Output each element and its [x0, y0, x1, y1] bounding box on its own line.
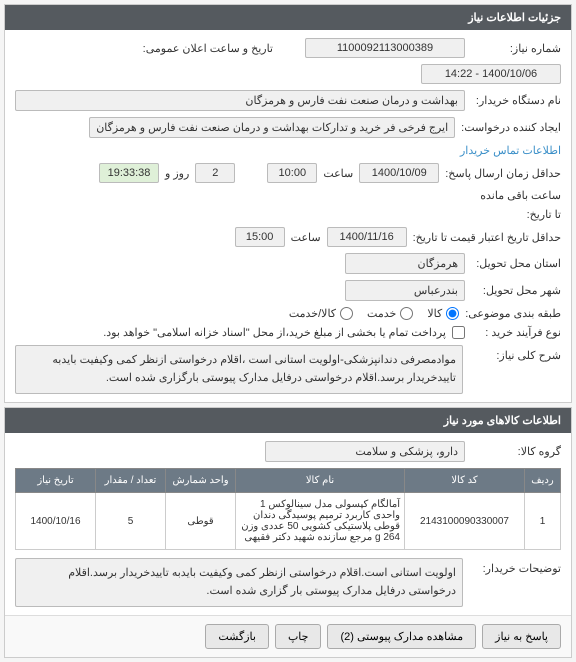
- process-label: نوع فرآیند خرید :: [471, 326, 561, 339]
- panel1-body: شماره نیاز: 1100092113000389 تاریخ و ساع…: [5, 30, 571, 402]
- print-button[interactable]: چاپ: [275, 624, 322, 649]
- goods-panel: اطلاعات کالاهای مورد نیاز گروه کالا: دار…: [4, 407, 572, 658]
- buyer-value: بهداشت و درمان صنعت نفت فارس و هرمزگان: [15, 90, 465, 111]
- cell-idx: 1: [525, 493, 561, 550]
- goods-table: ردیف کد کالا نام کالا واحد شمارش تعداد /…: [15, 468, 561, 550]
- cell-unit: قوطی: [166, 493, 236, 550]
- need-details-panel: جزئیات اطلاعات نیاز شماره نیاز: 11000921…: [4, 4, 572, 403]
- cell-code: 2143100090330007: [405, 493, 525, 550]
- row-deadline: حداقل زمان ارسال پاسخ: 1400/10/09 ساعت 1…: [15, 163, 561, 202]
- row-delivery-city: شهر محل تحویل: بندرعباس: [15, 280, 561, 301]
- row-history: تا تاریخ:: [15, 208, 561, 221]
- row-validity: حداقل تاریخ اعتبار قیمت تا تاریخ: 1400/1…: [15, 227, 561, 247]
- class-both-label: کالا/خدمت: [289, 307, 336, 320]
- days-word: روز و: [165, 167, 189, 180]
- attachments-button[interactable]: مشاهده مدارک پیوستی (2): [327, 624, 476, 649]
- row-class: طبقه بندی موضوعی: کالا خدمت کالا/خدمت: [15, 307, 561, 320]
- cell-name: آمالگام کپسولی مدل سینالوکس 1 واحدی کارب…: [236, 493, 405, 550]
- table-header-row: ردیف کد کالا نام کالا واحد شمارش تعداد /…: [16, 469, 561, 493]
- row-delivery-prov: استان محل تحویل: هرمزگان: [15, 253, 561, 274]
- pub-label: تاریخ و ساعت اعلان عمومی:: [143, 42, 273, 55]
- need-no-label: شماره نیاز:: [471, 42, 561, 55]
- row-summary: شرح کلی نیاز: موادمصرفی دندانپزشکی-اولوی…: [15, 345, 561, 394]
- time-label-1: ساعت: [323, 167, 353, 180]
- remain-word: ساعت باقی مانده: [480, 189, 561, 202]
- deadline-date: 1400/10/09: [359, 163, 439, 183]
- summary-label: شرح کلی نیاز:: [471, 345, 561, 362]
- delivery-prov: هرمزگان: [345, 253, 465, 274]
- class-goods-label: کالا: [427, 307, 442, 320]
- process-text: پرداخت تمام یا بخشی از مبلغ خرید،از محل …: [103, 326, 446, 339]
- col-name: نام کالا: [236, 469, 405, 493]
- delivery-city: بندرعباس: [345, 280, 465, 301]
- class-radios: کالا خدمت کالا/خدمت: [289, 307, 459, 320]
- class-label: طبقه بندی موضوعی:: [465, 307, 561, 320]
- class-both-opt[interactable]: کالا/خدمت: [289, 307, 353, 320]
- table-row: 1 2143100090330007 آمالگام کپسولی مدل سی…: [16, 493, 561, 550]
- class-service-label: خدمت: [367, 307, 396, 320]
- creator-value: ایرج فرخی فر خرید و تدارکات بهداشت و درم…: [89, 117, 455, 138]
- row-group: گروه کالا: دارو، پزشکی و سلامت: [15, 441, 561, 462]
- panel2-title: اطلاعات کالاهای مورد نیاز: [5, 408, 571, 433]
- days-count: 2: [195, 163, 235, 183]
- row-need-no: شماره نیاز: 1100092113000389 تاریخ و ساع…: [15, 38, 561, 84]
- delivery-prov-label: استان محل تحویل:: [471, 257, 561, 270]
- creator-label: ایجاد کننده درخواست:: [461, 121, 561, 134]
- class-service-opt[interactable]: خدمت: [367, 307, 413, 320]
- reply-button[interactable]: پاسخ به نیاز: [482, 624, 561, 649]
- class-goods-opt[interactable]: کالا: [427, 307, 459, 320]
- col-date: تاریخ نیاز: [16, 469, 96, 493]
- button-row: پاسخ به نیاز مشاهده مدارک پیوستی (2) چاپ…: [5, 615, 571, 657]
- buyer-label: نام دستگاه خریدار:: [471, 94, 561, 107]
- validity-date: 1400/11/16: [327, 227, 407, 247]
- summary-text: موادمصرفی دندانپزشکی-اولویت استانی است ،…: [15, 345, 463, 394]
- row-process: نوع فرآیند خرید : پرداخت تمام یا بخشی از…: [15, 326, 561, 339]
- remain-time: 19:33:38: [99, 163, 159, 183]
- row-creator: ایجاد کننده درخواست: ایرج فرخی فر خرید و…: [15, 117, 561, 157]
- group-label: گروه کالا:: [471, 445, 561, 458]
- validity-label: حداقل تاریخ اعتبار قیمت تا تاریخ:: [413, 231, 561, 244]
- cell-date: 1400/10/16: [16, 493, 96, 550]
- delivery-city-label: شهر محل تحویل:: [471, 284, 561, 297]
- col-unit: واحد شمارش: [166, 469, 236, 493]
- notes-text: اولویت استانی است.اقلام درخواستی ازنظر ک…: [15, 558, 463, 607]
- row-buyer: نام دستگاه خریدار: بهداشت و درمان صنعت ن…: [15, 90, 561, 111]
- col-code: کد کالا: [405, 469, 525, 493]
- process-check-line: پرداخت تمام یا بخشی از مبلغ خرید،از محل …: [103, 326, 465, 339]
- deadline-time: 10:00: [267, 163, 317, 183]
- class-service-radio[interactable]: [400, 307, 413, 320]
- col-qty: تعداد / مقدار: [96, 469, 166, 493]
- panel2-body: گروه کالا: دارو، پزشکی و سلامت ردیف کد ک…: [5, 433, 571, 615]
- cell-qty: 5: [96, 493, 166, 550]
- history-label: تا تاریخ:: [471, 208, 561, 221]
- time-label-2: ساعت: [291, 231, 321, 244]
- contact-link[interactable]: اطلاعات تماس خریدار: [460, 144, 561, 157]
- notes-label: توضیحات خریدار:: [471, 558, 561, 575]
- class-goods-radio[interactable]: [446, 307, 459, 320]
- pub-value: 1400/10/06 - 14:22: [421, 64, 561, 84]
- col-row: ردیف: [525, 469, 561, 493]
- validity-time: 15:00: [235, 227, 285, 247]
- group-value: دارو، پزشکی و سلامت: [265, 441, 465, 462]
- class-both-radio[interactable]: [340, 307, 353, 320]
- row-notes: توضیحات خریدار: اولویت استانی است.اقلام …: [15, 558, 561, 607]
- back-button[interactable]: بازگشت: [205, 624, 269, 649]
- panel1-title: جزئیات اطلاعات نیاز: [5, 5, 571, 30]
- need-no-value: 1100092113000389: [305, 38, 465, 58]
- process-checkbox[interactable]: [452, 326, 465, 339]
- deadline-label: حداقل زمان ارسال پاسخ:: [445, 167, 561, 180]
